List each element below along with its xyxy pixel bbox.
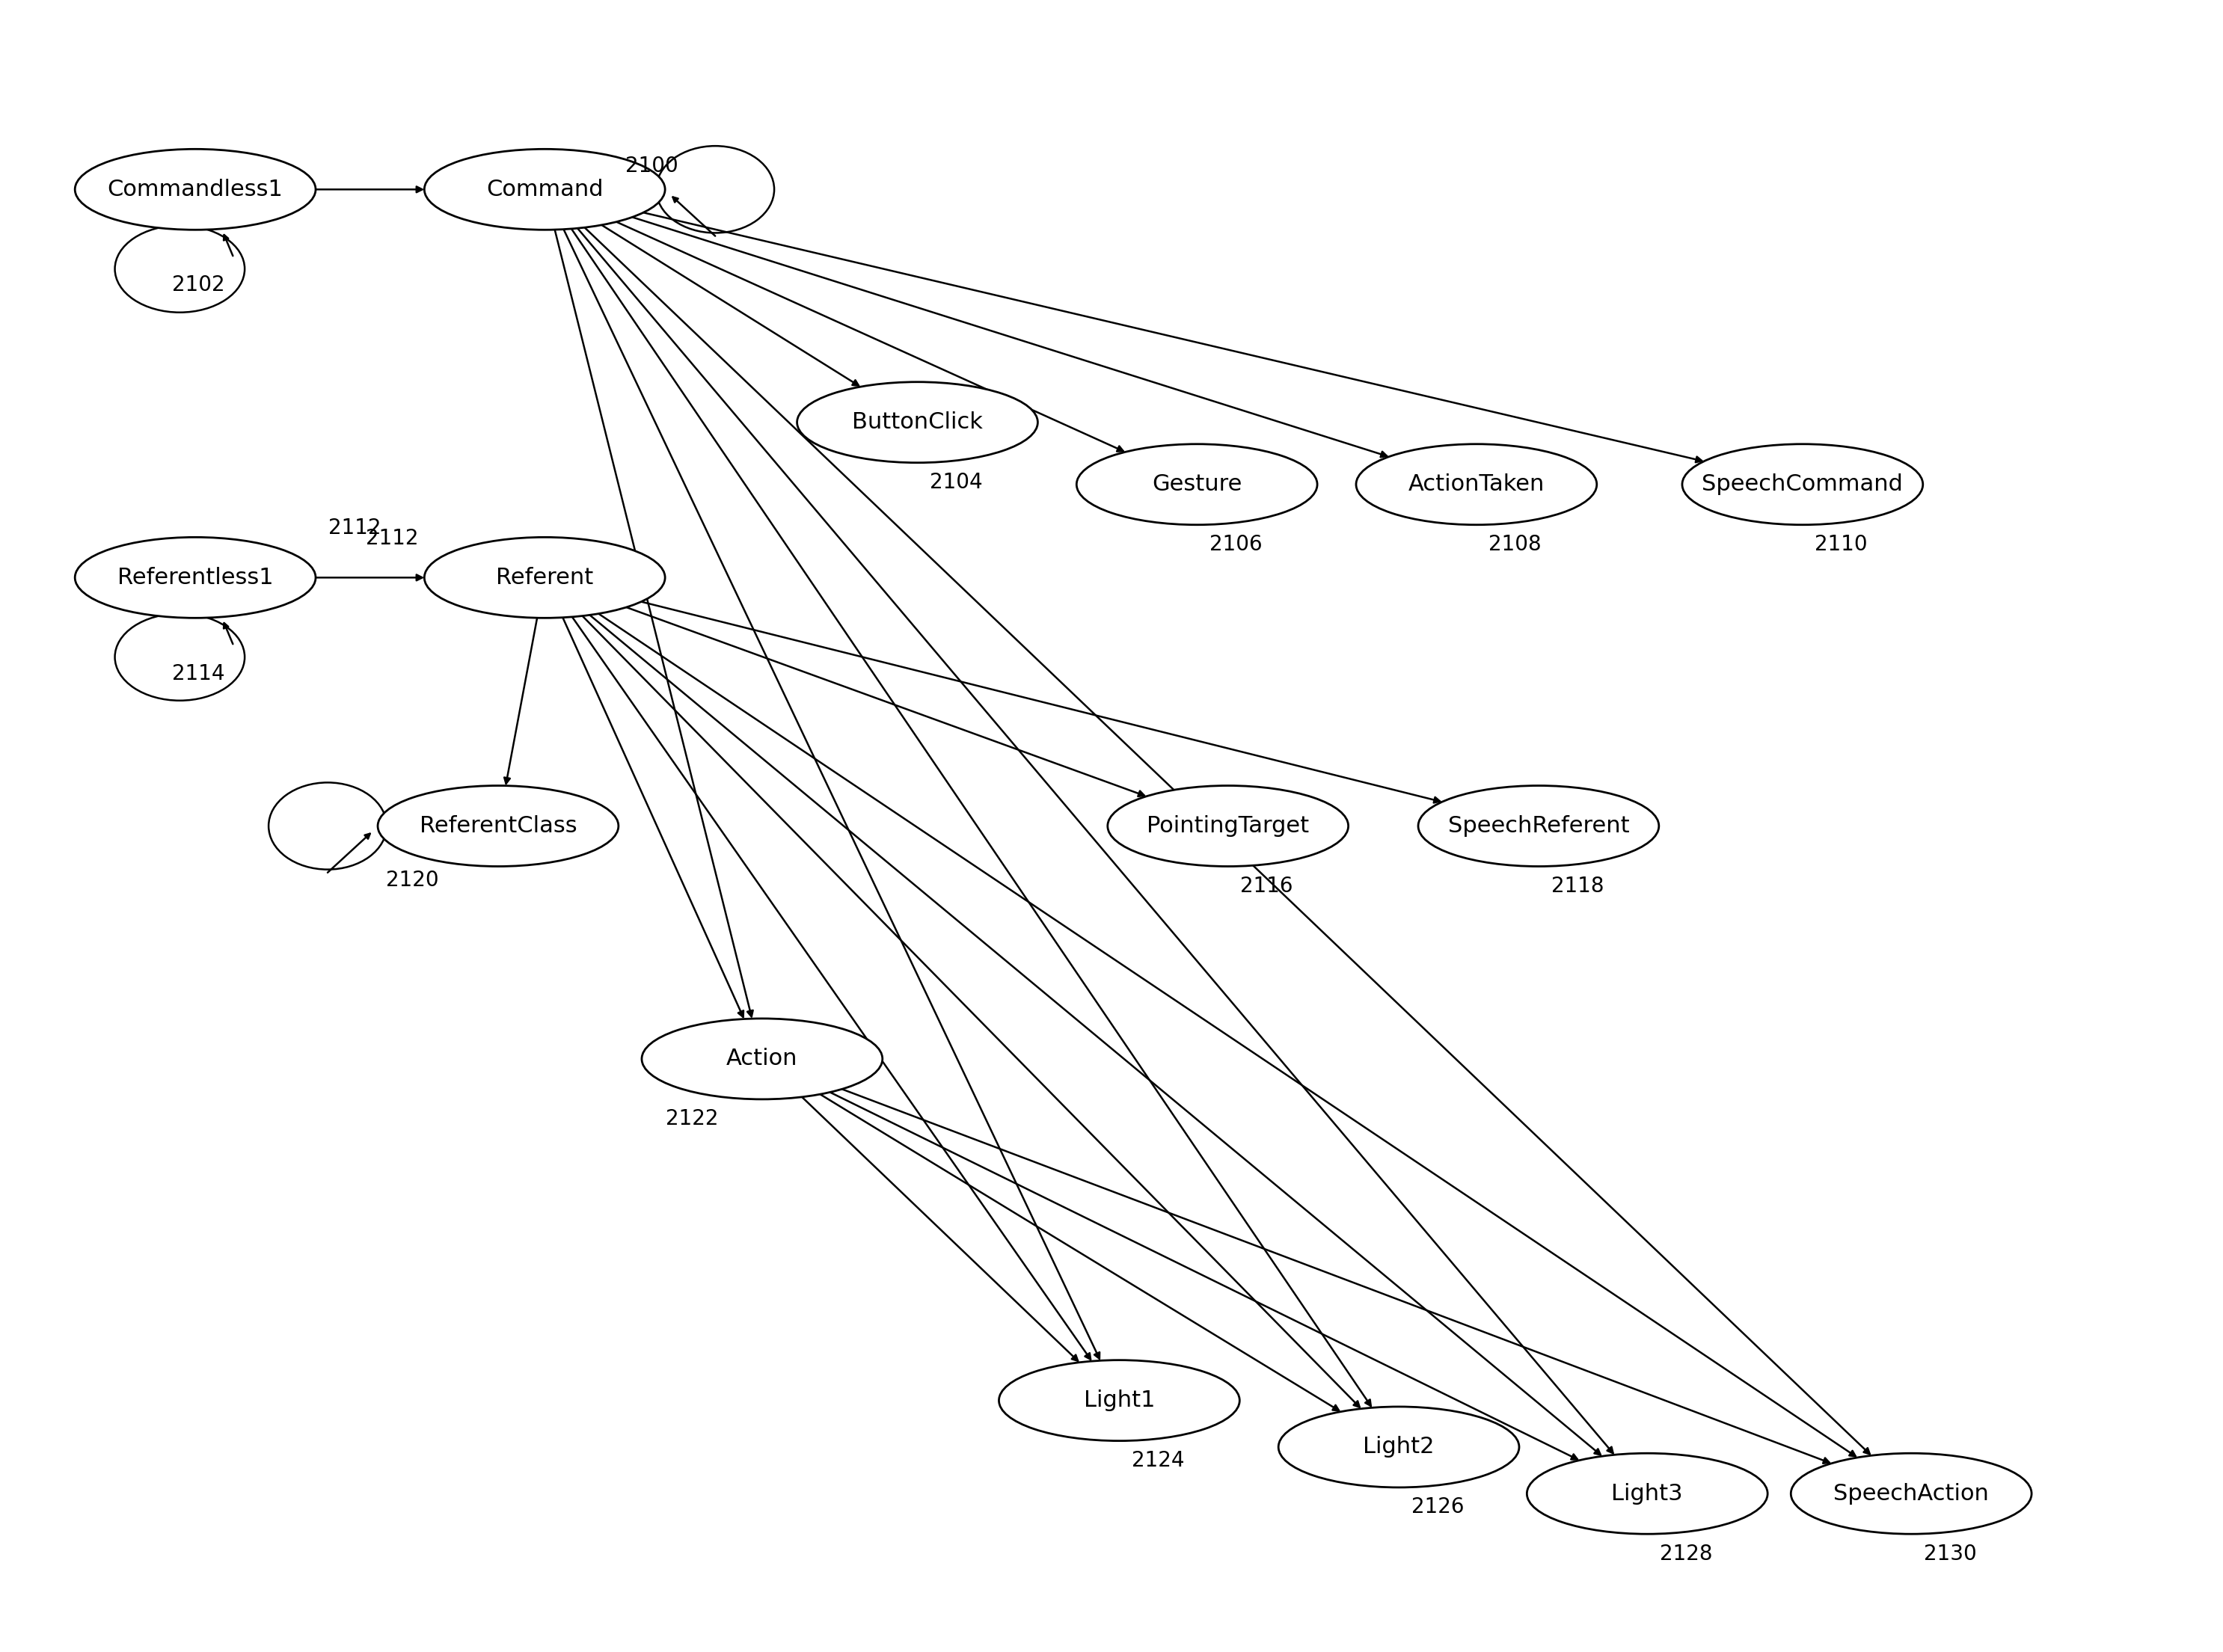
Text: 2102: 2102 [171,274,225,296]
Text: 2108: 2108 [1489,534,1543,555]
Ellipse shape [1107,786,1349,866]
Ellipse shape [642,1019,883,1099]
Text: Light2: Light2 [1363,1436,1434,1457]
Text: Referentless1: Referentless1 [118,567,273,588]
Ellipse shape [1076,444,1318,525]
Text: SpeechReferent: SpeechReferent [1447,814,1629,838]
Ellipse shape [1278,1406,1518,1487]
Text: ActionTaken: ActionTaken [1407,474,1545,496]
Text: 2104: 2104 [929,472,983,492]
Ellipse shape [425,149,665,230]
Ellipse shape [998,1360,1240,1441]
Text: SpeechAction: SpeechAction [1834,1483,1990,1505]
Text: Referent: Referent [496,567,594,588]
Text: 2116: 2116 [1240,876,1294,897]
Ellipse shape [1418,786,1658,866]
Text: Light3: Light3 [1612,1483,1683,1505]
Text: Action: Action [727,1047,798,1070]
Text: 2130: 2130 [1923,1543,1976,1564]
Text: Commandless1: Commandless1 [107,178,282,200]
Ellipse shape [76,537,316,618]
Text: Light1: Light1 [1083,1389,1156,1411]
Text: 2106: 2106 [1209,534,1263,555]
Text: 2122: 2122 [667,1108,718,1130]
Text: ReferentClass: ReferentClass [420,814,578,838]
Text: 2124: 2124 [1132,1450,1185,1470]
Text: SpeechCommand: SpeechCommand [1703,474,1903,496]
Text: Command: Command [487,178,602,200]
Ellipse shape [1792,1454,2032,1535]
Ellipse shape [1683,444,1923,525]
Ellipse shape [378,786,618,866]
Text: 2112: 2112 [329,517,380,539]
Ellipse shape [1356,444,1596,525]
Text: Gesture: Gesture [1152,474,1243,496]
Ellipse shape [798,382,1038,463]
Text: ButtonClick: ButtonClick [851,411,983,433]
Text: PointingTarget: PointingTarget [1147,814,1309,838]
Text: 2118: 2118 [1552,876,1603,897]
Ellipse shape [1527,1454,1767,1535]
Text: 2120: 2120 [387,869,440,890]
Text: 2112: 2112 [367,529,418,548]
Text: 2128: 2128 [1661,1543,1712,1564]
Text: 2110: 2110 [1814,534,1867,555]
Ellipse shape [76,149,316,230]
Text: 2126: 2126 [1412,1497,1465,1518]
Text: 2100: 2100 [625,155,678,177]
Ellipse shape [425,537,665,618]
Text: 2114: 2114 [171,662,225,684]
